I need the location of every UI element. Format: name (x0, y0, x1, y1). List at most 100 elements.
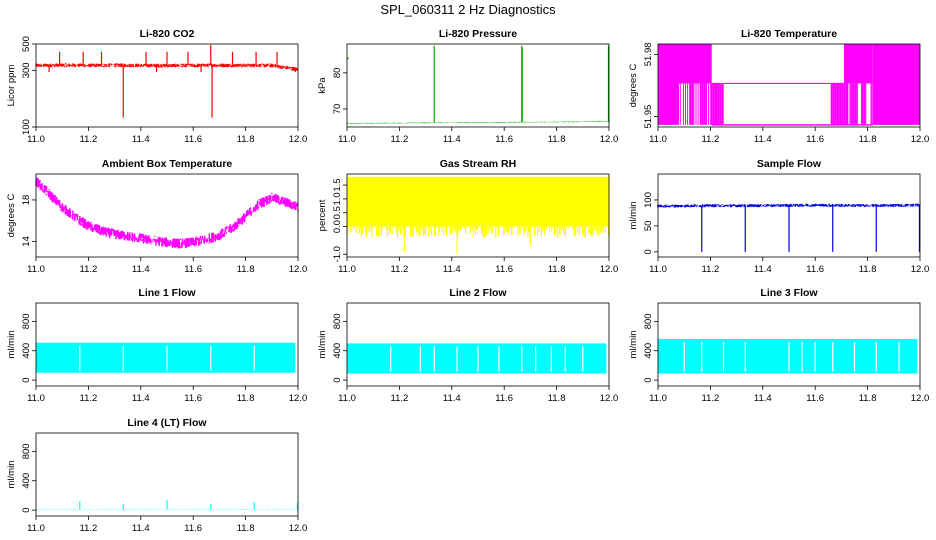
y-tick-label: 51.98 (643, 42, 654, 66)
x-tick-label: 11.6 (184, 393, 202, 404)
chart-title: Line 2 Flow (449, 287, 507, 299)
y-tick-label: 400 (21, 343, 32, 359)
x-tick-label: 11.0 (27, 264, 45, 275)
chart-title: Gas Stream RH (440, 158, 516, 170)
x-tick-label: 11.2 (80, 393, 98, 404)
chart-panel-line2: Line 2 Flow 11.0 11.2 11.4 11.6 11.8 12.0 0 400 8… (317, 287, 618, 404)
x-tick-label: 11.8 (237, 523, 255, 534)
x-tick-label: 11.6 (806, 264, 824, 275)
y-axis-label: ml/min (628, 202, 639, 230)
plot-area (658, 44, 920, 126)
y-axis-label: ml/min (6, 461, 17, 489)
chart-title: Li-820 Temperature (741, 28, 837, 40)
plot-frame (657, 302, 921, 387)
x-tick-label: 12.0 (600, 264, 619, 275)
x-tick-label: 11.0 (649, 393, 667, 404)
series-band (678, 44, 712, 84)
x-tick-label: 11.2 (391, 264, 409, 275)
y-tick-label: 18 (21, 195, 32, 206)
y-tick-label: 800 (643, 313, 654, 329)
series-line (35, 177, 299, 249)
series-band (347, 343, 607, 374)
chart-panel-sample: Sample Flow 11.0 11.2 11.4 11.6 11.8 12.0 0 50 10… (628, 158, 929, 275)
y-tick-label: 0 (21, 377, 32, 382)
chart-panel-co2: Li-820 CO2 11.0 11.2 11.4 11.6 11.8 12.0 100 300… (6, 28, 307, 145)
plot-area (36, 342, 296, 373)
y-tick-label: 51.95 (643, 105, 654, 129)
y-tick-label: 1.0 (332, 192, 343, 205)
x-tick-label: 11.0 (27, 134, 45, 145)
y-tick-label: 500 (21, 36, 32, 52)
plot-frame (346, 43, 610, 128)
chart-title: Li-820 CO2 (140, 28, 195, 40)
chart-panel-line4: Line 4 (LT) Flow 11.0 11.2 11.4 11.6 11.8 12.0… (6, 417, 307, 534)
series-dips (347, 226, 609, 255)
x-tick-label: 11.2 (702, 134, 720, 145)
y-tick-label: -1.0 (332, 246, 343, 262)
x-tick-label: 11.8 (237, 393, 255, 404)
y-tick-label: 800 (332, 313, 343, 329)
x-tick-label: 11.0 (27, 393, 45, 404)
series-band (872, 44, 920, 125)
x-tick-label: 11.0 (27, 523, 45, 534)
plot-area (346, 45, 610, 124)
x-tick-label: 11.6 (495, 393, 513, 404)
y-tick-label: 1.5 (332, 178, 343, 191)
x-tick-label: 12.0 (289, 264, 308, 275)
x-tick-label: 11.2 (80, 264, 98, 275)
x-tick-label: 11.6 (184, 264, 202, 275)
page-title: SPL_060311 2 Hz Diagnostics (380, 2, 556, 17)
plot-frame (657, 173, 921, 258)
x-tick-label: 12.0 (289, 393, 308, 404)
y-tick-label: 0.5 (332, 206, 343, 219)
series-band (347, 176, 609, 227)
plot-area (657, 203, 921, 252)
x-tick-label: 11.6 (495, 264, 513, 275)
plot-area (347, 343, 607, 374)
x-tick-label: 11.2 (80, 523, 98, 534)
x-tick-label: 11.8 (237, 264, 255, 275)
y-tick-label: 100 (21, 119, 32, 135)
x-tick-label: 11.2 (80, 134, 98, 145)
chart-title: Sample Flow (757, 158, 822, 170)
plot-area (347, 176, 609, 255)
y-tick-label: 800 (21, 313, 32, 329)
x-tick-label: 11.4 (443, 264, 461, 275)
y-tick-label: 0 (643, 249, 654, 254)
series-band (844, 44, 873, 84)
x-tick-label: 11.4 (754, 264, 772, 275)
y-axis-label: ml/min (6, 331, 17, 359)
x-tick-label: 11.4 (132, 523, 150, 534)
plot-area (35, 45, 299, 118)
y-axis-label: ml/min (628, 331, 639, 359)
plot-frame (346, 173, 610, 258)
plot-frame (346, 302, 610, 387)
x-tick-label: 12.0 (911, 134, 930, 145)
x-tick-label: 11.2 (702, 393, 720, 404)
series-band (36, 342, 296, 373)
series-band (658, 44, 679, 125)
chart-title: Line 1 Flow (138, 287, 196, 299)
y-tick-label: 0 (332, 377, 343, 382)
plot-frame (35, 43, 299, 128)
x-tick-label: 11.2 (702, 264, 720, 275)
x-tick-label: 11.6 (806, 393, 824, 404)
chart-title: Ambient Box Temperature (102, 158, 233, 170)
x-tick-label: 12.0 (600, 134, 619, 145)
x-tick-label: 11.6 (495, 134, 513, 145)
x-tick-label: 11.0 (338, 393, 356, 404)
x-tick-label: 11.4 (754, 134, 772, 145)
x-tick-label: 12.0 (289, 134, 308, 145)
series-transitions (679, 83, 873, 125)
x-tick-label: 11.6 (184, 523, 202, 534)
chart-panel-rh: Gas Stream RH 11.0 11.2 11.4 11.6 11.8 12.0 -1.… (317, 158, 618, 275)
y-tick-label: 0 (21, 507, 32, 512)
x-tick-label: 11.8 (548, 393, 566, 404)
y-tick-label: 80 (332, 68, 343, 79)
plot-frame (35, 432, 299, 517)
x-tick-label: 11.8 (859, 134, 877, 145)
chart-panel-temp820: Li-820 Temperature 11.0 11.2 11.4 11.6 11.8 12… (628, 28, 929, 145)
chart-panel-line1: Line 1 Flow 11.0 11.2 11.4 11.6 11.8 12.0 0 400 8… (6, 287, 307, 404)
x-tick-label: 11.4 (443, 393, 461, 404)
